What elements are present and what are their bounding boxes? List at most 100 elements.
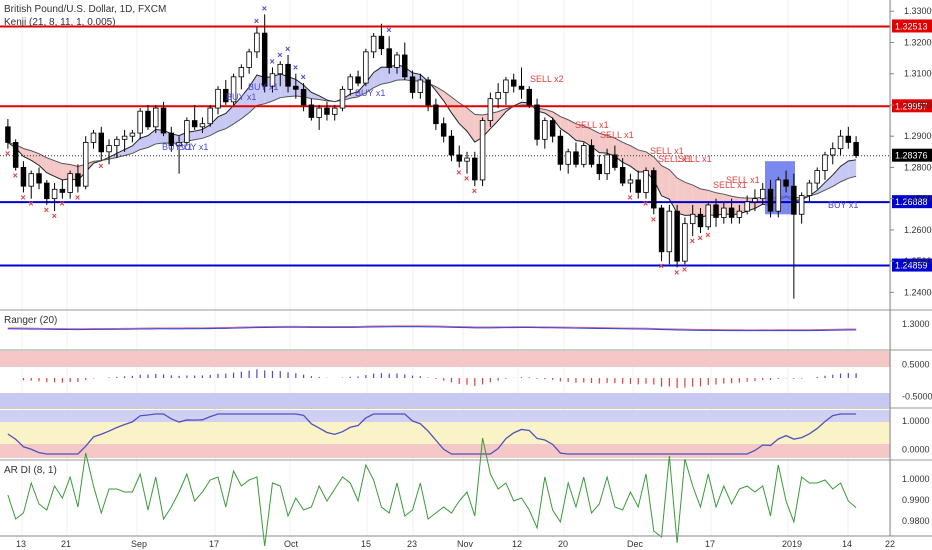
cloud-segment [451,97,460,124]
sell-marker: × [659,261,664,271]
tdi-lower-zone [0,444,890,458]
cloud-segment [840,161,849,182]
cloud-segment [225,105,234,129]
candle-body [324,107,330,115]
candle-body [791,185,797,215]
sell-marker: × [75,192,80,202]
candle-body [588,145,595,165]
candle-body [495,92,501,100]
cloud-segment [832,166,841,187]
time-tick-label: 21 [61,539,71,549]
candle-body [176,142,182,146]
candle-body [713,204,719,218]
tdi-upper-zone [0,410,890,422]
buy-signal-label: BUY x1 [226,92,256,102]
sell-marker: × [13,171,18,181]
ranger-band [7,326,857,332]
cloud-segment [638,149,646,173]
msi-lower-zone [0,393,890,407]
cloud-segment [132,138,141,154]
candlesticks [5,14,859,299]
last-price-tag [892,148,932,162]
cloud-segment [443,91,452,113]
candle-body [215,88,221,109]
cloud-segment [583,125,592,147]
cloud-segment [653,156,662,196]
candle-body [604,154,610,175]
candle-body [90,132,97,143]
sell-signal-label: SELL x1 [600,130,634,140]
candle-body [230,76,237,103]
cloud-segment [46,157,55,177]
level-tag [892,99,932,113]
candle-body [269,73,276,87]
sell-marker: × [59,199,64,209]
sell-marker: × [44,205,49,215]
buy-signal-label: BUY x1 [828,200,858,210]
candle-body [573,151,579,165]
price-tick-label: 1.31000 [904,69,932,79]
candle-body [347,76,354,90]
panel-tick-label: 1.0000 [902,474,930,484]
cloud-segment [365,72,374,93]
candle-body [207,107,213,125]
candle-body [44,182,50,200]
sell-marker: × [456,167,461,177]
time-tick-label: 17 [705,539,715,549]
candle-body [114,138,120,146]
candle-body [378,35,385,50]
candle-body [129,132,136,137]
cloud-segment [607,135,615,157]
sell-marker: × [651,214,656,224]
cloud-segment [350,91,359,99]
time-tick-label: Nov [457,539,474,549]
cloud-segment [210,116,218,136]
candle-body [487,98,494,121]
sell-marker: × [674,267,679,277]
cloud-segment [147,129,156,148]
buy-signal-label: BUY x1 [248,82,278,92]
time-tick-label: 14 [842,539,852,549]
candle-body [479,120,486,181]
level-tag [892,195,932,209]
sell-marker: × [52,211,57,221]
cloud-segment [116,149,125,158]
candle-body [837,135,844,150]
candle-body [308,104,315,118]
candle-body [254,32,260,53]
candle-body [12,142,19,168]
time-tick-label: Oct [284,539,299,549]
cloud-segment [31,150,40,166]
panel-name: Ranger (20) [4,315,57,326]
candle-body [697,213,704,228]
candle-body [767,188,774,212]
buy-signal-label: BUY x1 [162,142,192,152]
candle-body [75,173,81,187]
sell-marker: × [705,230,710,240]
cloud-segment [848,159,857,179]
candle-body [534,104,540,140]
cloud-segment [202,124,211,139]
candle-body [402,54,408,78]
candle-body [456,154,462,162]
cloud-segment [311,92,320,100]
candle-body [300,88,307,106]
level-label: 1.26888 [895,197,928,207]
sell-marker: × [643,199,648,209]
candle-body [557,135,564,165]
candle-body [635,179,641,193]
time-tick-label: 12 [512,539,522,549]
cloud-segment [677,178,685,216]
cloud-segment [373,67,382,88]
candle-body [137,110,143,134]
sell-marker: × [690,236,695,246]
candle-body [581,145,587,165]
sell-marker: × [472,186,477,196]
last-price-label: 1.28376 [895,151,928,161]
candle-body [409,76,416,93]
cloud-segment [218,113,226,132]
